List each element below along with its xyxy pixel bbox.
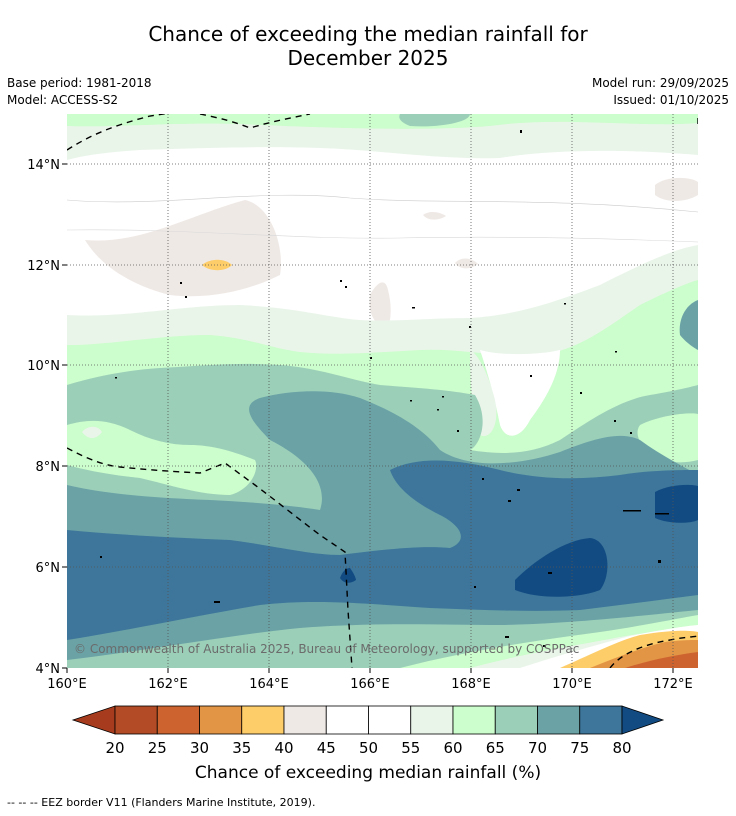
meta-left: Base period: 1981-2018 Model: ACCESS-S2 <box>7 75 152 109</box>
colorbar-tick-label: 45 <box>317 739 336 757</box>
lon-label: 164°E <box>249 677 289 692</box>
meta-right: Model run: 29/09/2025 Issued: 01/10/2025 <box>592 75 729 109</box>
colorbar-tick-label: 55 <box>401 739 420 757</box>
colorbar-swatch <box>537 705 581 735</box>
colorbar-swatch <box>156 705 200 735</box>
model-name: Model: ACCESS-S2 <box>7 93 119 107</box>
colorbar-tick-label: 25 <box>148 739 167 757</box>
colorbar: 20 25 30 35 40 45 50 55 60 65 70 75 80 <box>71 705 665 757</box>
lat-label: 10°N <box>27 359 60 374</box>
colorbar-tick-label: 20 <box>105 739 124 757</box>
lat-label: 14°N <box>27 158 60 173</box>
colorbar-swatch <box>494 705 538 735</box>
lon-label: 170°E <box>552 677 592 692</box>
colorbar-tick-label: 70 <box>528 739 547 757</box>
colorbar-tick-label: 40 <box>274 739 293 757</box>
copyright-notice: © Commonwealth of Australia 2025, Bureau… <box>74 642 579 656</box>
lat-label: 6°N <box>36 561 61 576</box>
lon-label: 160°E <box>47 677 87 692</box>
lon-labels: 160°E 162°E 164°E 166°E 168°E 170°E 172°… <box>47 677 693 692</box>
lon-label: 168°E <box>451 677 491 692</box>
eez-legend-note: -- -- -- EEZ border V11 (Flanders Marine… <box>7 796 316 809</box>
colorbar-swatch <box>368 705 412 735</box>
colorbar-label: Chance of exceeding median rainfall (%) <box>195 763 541 783</box>
colorbar-swatch <box>114 705 158 735</box>
graticule <box>67 114 698 668</box>
colorbar-tick-label: 80 <box>612 739 631 757</box>
map-title: Chance of exceeding the median rainfall … <box>0 22 736 70</box>
lat-labels: 14°N 12°N 10°N 8°N 6°N 4°N <box>27 158 60 677</box>
colorbar-tick-label: 65 <box>486 739 505 757</box>
title-line-2: December 2025 <box>287 46 449 70</box>
model-run: Model run: 29/09/2025 <box>591 76 729 90</box>
colorbar-tick-label: 30 <box>190 739 209 757</box>
lon-label: 166°E <box>350 677 390 692</box>
base-period: Base period: 1981-2018 <box>7 76 152 90</box>
lon-label: 162°E <box>148 677 188 692</box>
contour-layer <box>67 114 698 668</box>
colorbar-swatch <box>283 705 327 735</box>
colorbar-swatch <box>199 705 243 735</box>
colorbar-extend-high <box>621 705 665 735</box>
lat-label: 8°N <box>36 460 61 475</box>
colorbar-tick-label: 35 <box>232 739 251 757</box>
lat-label: 4°N <box>36 662 61 677</box>
lat-label: 12°N <box>27 259 60 274</box>
issued-date: Issued: 01/10/2025 <box>613 93 729 107</box>
island-markers <box>100 130 669 647</box>
colorbar-extend-low <box>71 705 116 735</box>
eez-border <box>67 114 698 668</box>
colorbar-tick-label: 60 <box>443 739 462 757</box>
colorbar-swatch <box>325 705 369 735</box>
colorbar-swatch <box>452 705 496 735</box>
colorbar-swatch <box>410 705 454 735</box>
colorbar-tick-label: 75 <box>570 739 589 757</box>
colorbar-swatch <box>241 705 285 735</box>
title-line-1: Chance of exceeding the median rainfall … <box>148 22 588 46</box>
axis-ticks <box>62 163 674 673</box>
colorbar-swatch <box>579 705 623 735</box>
lon-label: 172°E <box>653 677 693 692</box>
colorbar-tick-label: 50 <box>359 739 378 757</box>
